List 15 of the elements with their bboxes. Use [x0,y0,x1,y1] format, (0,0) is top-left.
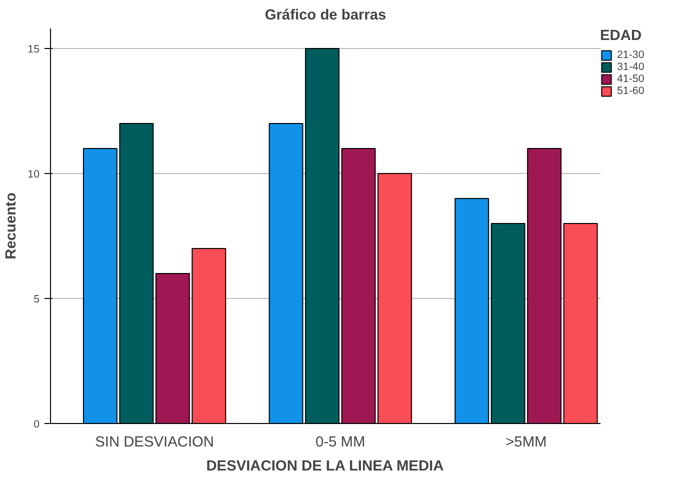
legend-label: 41-50 [617,73,644,85]
y-axis-title: Recuento [4,192,20,260]
x-tick-label: SIN DESVIACION [95,434,214,450]
y-tick-label: 5 [34,294,40,306]
x-tick-label: >5MM [506,434,547,450]
legend-title: EDAD [600,28,643,44]
x-tick-label: 0-5 MM [316,434,366,450]
legend-label: 31-40 [617,61,644,73]
y-tick-label: 0 [34,418,40,430]
legend-label: 21-30 [617,49,644,61]
y-tick-label: 15 [28,44,40,56]
x-axis-title: DESVIACION DE LA LINEA MEDIA [206,458,444,474]
chart-title: Gráfico de barras [264,8,386,24]
y-tick-label: 10 [28,168,40,180]
legend-label: 51-60 [617,85,644,97]
